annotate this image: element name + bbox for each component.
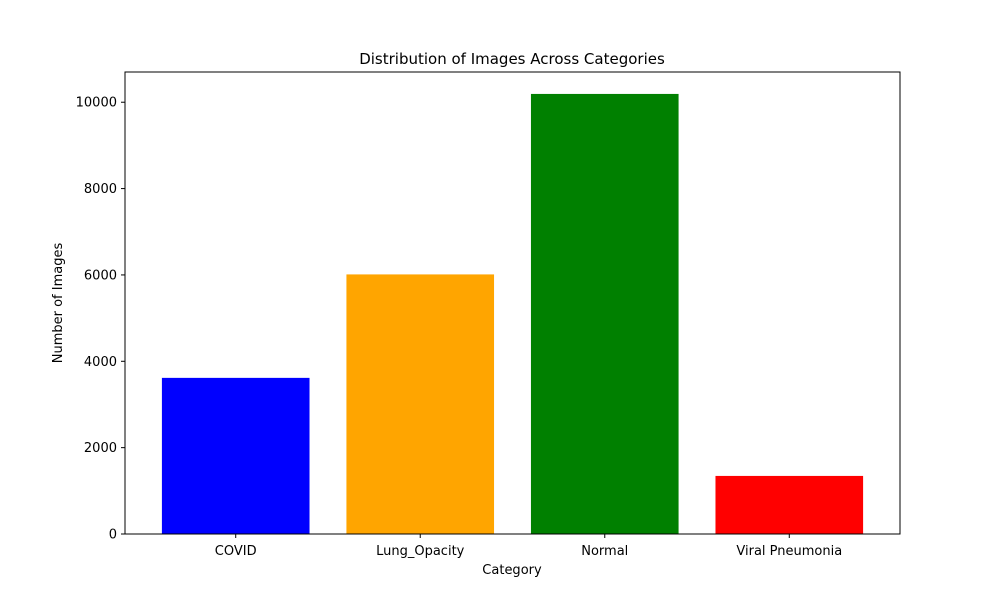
x-axis: COVID Lung_Opacity Normal Viral Pneumonia — [215, 534, 842, 559]
y-tick-label: 8000 — [84, 182, 117, 197]
plot-frame — [124, 71, 901, 535]
bar-viral-pneumonia — [715, 475, 864, 534]
x-tick-label: Lung_Opacity — [376, 544, 465, 559]
x-tick-label: COVID — [215, 544, 257, 559]
x-tick-label: Normal — [581, 544, 628, 559]
bar-normal — [530, 93, 679, 534]
chart-title: Distribution of Images Across Categories — [359, 50, 665, 68]
y-tick-label: 2000 — [84, 441, 117, 456]
y-axis: 0 2000 4000 6000 8000 10000 — [76, 96, 125, 543]
y-tick-label: 4000 — [84, 355, 117, 370]
x-tick-label: Viral Pneumonia — [736, 544, 842, 559]
y-tick-label: 6000 — [84, 268, 117, 283]
y-tick-label: 0 — [109, 528, 117, 543]
bar-lung-opacity — [346, 274, 495, 534]
bar-covid — [161, 377, 310, 534]
x-axis-label: Category — [482, 563, 542, 578]
y-axis-label: Number of Images — [51, 243, 66, 364]
y-tick-label: 10000 — [76, 96, 117, 111]
bars-layer — [161, 93, 864, 534]
